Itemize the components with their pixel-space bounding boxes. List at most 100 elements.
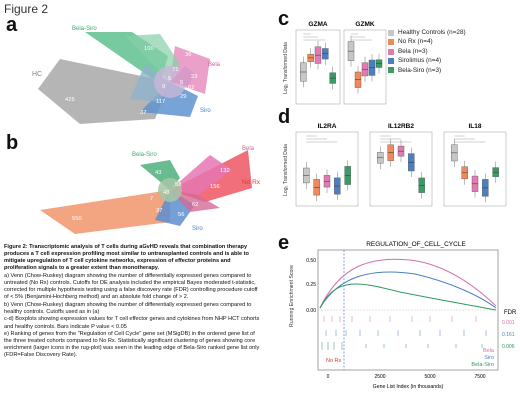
venn-a-region-hc	[38, 59, 170, 124]
panel-label-c: c	[278, 8, 290, 30]
venn-b-count: 7	[150, 196, 153, 202]
panel-label-d: d	[278, 106, 291, 128]
venn-b-count: 550	[72, 216, 82, 222]
boxplot-il18: IL18	[443, 123, 507, 207]
gsea-fdr-header: FDR	[504, 310, 517, 316]
panel-label-e: e	[278, 232, 290, 254]
boxplot-panel-d: Log₂ Transformed Data IL2RA IL12RB2 IL18	[283, 123, 507, 207]
gsea-fdr-siro: 0.161	[502, 332, 515, 338]
venn-diagram-b: Bela Bela-Siro No Rx Siro 132 43 60 156 …	[40, 146, 261, 234]
panel-d-ylabel: Log₂ Transformed Data	[283, 144, 289, 196]
venn-a-count: 5	[180, 80, 183, 86]
gsea-rug-siro	[325, 330, 487, 336]
venn-a-count: 425	[65, 97, 75, 103]
gsea-xlabel: Gene List Index (in thousands)	[373, 384, 444, 390]
venn-a-count: 9	[162, 84, 165, 90]
venn-b-setlabel-belasiro: Bela-Siro	[132, 152, 157, 158]
gsea-title: REGULATION_OF_CELL_CYCLE	[366, 241, 466, 248]
legend-item: Healthy Controls (n=28)	[388, 28, 466, 37]
plot-title-gzmk: GZMK	[355, 21, 374, 28]
gsea-annot-siro: Siro	[484, 355, 494, 361]
caption-heading: Figure 2: Transcriptomic analysis of T c…	[4, 244, 249, 272]
plot-frame	[443, 131, 507, 207]
venn-b-count: 48	[163, 190, 169, 196]
venn-a-region-siro	[140, 82, 198, 117]
plot-title-il12rb2: IL12RB2	[388, 123, 414, 130]
venn-a-count: 29	[180, 94, 186, 100]
venn-b-setlabel-bela: Bela	[242, 146, 255, 152]
gsea-xtick: 7500	[474, 374, 485, 380]
legend-item: No Rx (n=4)	[388, 37, 466, 46]
gsea-xtick: 0	[327, 374, 330, 380]
gsea-fdr-belasiro: 0.006	[502, 344, 515, 350]
gsea-annot-belasiro: Bela-Siro	[471, 362, 494, 368]
venn-a-setlabel-siro: Siro	[200, 108, 211, 114]
boxplot-gzmk: GZMK	[343, 21, 387, 105]
gsea-panel-e: REGULATION_OF_CELL_CYCLE Running Enrichm…	[289, 241, 517, 390]
venn-a-setlabel-hc: HC	[32, 71, 42, 78]
venn-a-count: 62	[188, 85, 194, 91]
venn-a-count: 36	[185, 52, 191, 58]
gsea-fdr-bela: 0.001	[502, 320, 515, 326]
panel-c-ylabel: Log₂ Transformed Data	[283, 42, 289, 94]
boxplot-il12rb2: IL12RB2	[369, 123, 433, 207]
panel-label-a: a	[6, 14, 18, 36]
venn-a-count: 117	[156, 99, 165, 105]
legend-item: Sirolimus (n=4)	[388, 56, 466, 65]
gsea-ylabel: Running Enrichment Score	[289, 265, 295, 327]
gsea-xtick: 2500	[374, 374, 385, 380]
venn-b-region-large	[40, 190, 170, 234]
venn-a-count: 100	[144, 46, 154, 52]
gsea-rug-belasiro	[321, 342, 483, 350]
boxplot-il2ra: IL2RA	[295, 123, 359, 207]
group-legend: Healthy Controls (n=28) No Rx (n=4) Bela…	[388, 28, 466, 75]
legend-label: No Rx (n=4)	[398, 38, 433, 46]
gsea-curve-bela	[319, 258, 497, 309]
caption-cd: c-d) Boxplots showing expression values …	[4, 316, 260, 330]
venn-b-count: 37	[156, 208, 162, 214]
legend-swatch	[388, 48, 394, 55]
caption-a: a) Venn (Chow-Ruskey) diagram showing th…	[4, 272, 258, 301]
venn-b-count: 60	[180, 172, 186, 178]
legend-item: Bela (n=3)	[388, 47, 466, 56]
venn-a-region-overlap3	[170, 66, 195, 86]
gsea-annot-bela: Bela	[483, 348, 495, 354]
venn-b-count: 156	[210, 184, 220, 190]
plot-title-il18: IL18	[468, 123, 481, 130]
venn-a-setlabel-bela: Bela	[208, 62, 221, 68]
legend-label: Sirolimus (n=4)	[398, 57, 442, 65]
venn-a-count: 37	[140, 110, 146, 116]
caption-b: b) Venn (Chow-Ruskey) diagram showing th…	[4, 301, 252, 315]
venn-b-region-overlap1	[170, 190, 220, 212]
plot-title-il2ra: IL2RA	[318, 123, 337, 130]
venn-b-count: 43	[155, 170, 161, 176]
venn-b-count: 62	[192, 202, 198, 208]
venn-b-setlabel-norx: No Rx	[242, 179, 261, 186]
boxplot-panel-c: Log₂ Transformed Data GZMA GZMK	[283, 21, 387, 105]
plot-title-gzma: GZMA	[308, 21, 327, 28]
venn-b-center	[158, 178, 182, 202]
plot-frame	[343, 29, 387, 105]
legend-swatch	[388, 57, 394, 64]
gsea-curve-belasiro	[319, 283, 497, 311]
figure-caption: Figure 2: Transcriptomic analysis of T c…	[4, 244, 262, 360]
gsea-ytick: 0.25	[306, 282, 316, 288]
venn-a-count: 5	[168, 76, 171, 82]
venn-a-setlabel-belasiro: Bela-Siro	[72, 26, 97, 32]
legend-swatch	[388, 29, 394, 36]
caption-e: e) Ranking of genes from the "Regulation…	[4, 331, 260, 359]
gsea-xtick: 5000	[424, 374, 435, 380]
gsea-ytick: 0.50	[306, 258, 316, 264]
legend-swatch	[388, 39, 394, 46]
venn-b-region-bela	[170, 155, 232, 195]
venn-a-count: 23	[191, 74, 197, 80]
legend-label: Bela (n=3)	[398, 47, 428, 55]
legend-label: Bela-Siro (n=3)	[398, 66, 442, 74]
venn-diagram-a: Bela-Siro Bela HC Siro 100 36 268 71 23 …	[32, 26, 221, 124]
gsea-annot-norx: No Rx	[326, 358, 342, 364]
gsea-rug-bela	[323, 316, 477, 322]
venn-a-count: 71	[172, 67, 178, 73]
panel-label-b: b	[6, 132, 19, 154]
venn-b-count: 56	[178, 212, 184, 218]
boxplot-gzma: GZMA	[295, 21, 341, 105]
